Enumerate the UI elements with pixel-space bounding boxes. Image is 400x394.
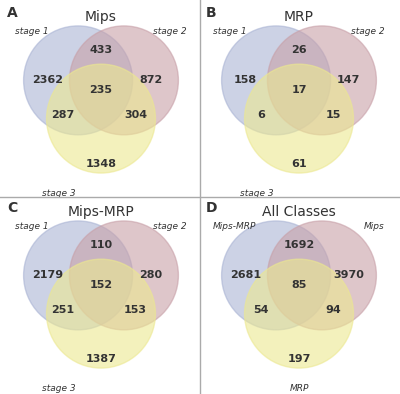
Text: stage 3: stage 3 xyxy=(42,189,76,198)
Circle shape xyxy=(46,259,156,368)
Text: 197: 197 xyxy=(287,355,311,364)
Text: 54: 54 xyxy=(253,305,268,315)
Circle shape xyxy=(70,26,178,135)
Text: 61: 61 xyxy=(291,160,307,169)
Text: stage 1: stage 1 xyxy=(15,222,49,231)
Text: 2681: 2681 xyxy=(230,270,261,281)
Text: Mips: Mips xyxy=(364,222,385,231)
Text: 26: 26 xyxy=(291,45,307,55)
Circle shape xyxy=(70,221,178,330)
Text: 235: 235 xyxy=(90,85,112,95)
Text: stage 2: stage 2 xyxy=(153,222,187,231)
Text: D: D xyxy=(205,201,217,215)
Text: Mips-MRP: Mips-MRP xyxy=(68,205,134,219)
Text: stage 2: stage 2 xyxy=(153,27,187,36)
Text: 85: 85 xyxy=(291,280,307,290)
Text: stage 2: stage 2 xyxy=(351,27,385,36)
Text: 304: 304 xyxy=(124,110,147,120)
Text: 152: 152 xyxy=(90,280,112,290)
Circle shape xyxy=(244,259,354,368)
Text: 280: 280 xyxy=(139,270,162,281)
Circle shape xyxy=(268,26,376,135)
Circle shape xyxy=(24,221,132,330)
Text: stage 1: stage 1 xyxy=(15,27,49,36)
Text: 153: 153 xyxy=(124,305,147,315)
Circle shape xyxy=(222,26,330,135)
Text: MRP: MRP xyxy=(284,10,314,24)
Text: 3970: 3970 xyxy=(333,270,364,281)
Text: 2179: 2179 xyxy=(32,270,63,281)
Circle shape xyxy=(24,26,132,135)
Text: 6: 6 xyxy=(257,110,265,120)
Text: 94: 94 xyxy=(326,305,341,315)
Text: 251: 251 xyxy=(51,305,74,315)
Text: 158: 158 xyxy=(234,75,257,85)
Text: 1387: 1387 xyxy=(86,355,116,364)
Text: 147: 147 xyxy=(337,75,360,85)
Text: 110: 110 xyxy=(90,240,112,250)
Text: All Classes: All Classes xyxy=(262,205,336,219)
Text: stage 3: stage 3 xyxy=(240,189,274,198)
Text: 17: 17 xyxy=(291,85,307,95)
Text: MRP: MRP xyxy=(289,384,309,393)
Text: 2362: 2362 xyxy=(32,75,63,85)
Text: 287: 287 xyxy=(51,110,74,120)
Circle shape xyxy=(222,221,330,330)
Text: A: A xyxy=(7,6,18,20)
Circle shape xyxy=(244,64,354,173)
Text: B: B xyxy=(205,6,216,20)
Text: 872: 872 xyxy=(139,75,162,85)
Text: C: C xyxy=(7,201,18,215)
Text: 1692: 1692 xyxy=(283,240,315,250)
Text: stage 1: stage 1 xyxy=(213,27,247,36)
Text: 1348: 1348 xyxy=(86,160,116,169)
Text: 15: 15 xyxy=(326,110,341,120)
Text: stage 3: stage 3 xyxy=(42,384,76,393)
Text: Mips: Mips xyxy=(85,10,117,24)
Circle shape xyxy=(46,64,156,173)
Text: 433: 433 xyxy=(90,45,112,55)
Text: Mips-MRP: Mips-MRP xyxy=(213,222,256,231)
Circle shape xyxy=(268,221,376,330)
